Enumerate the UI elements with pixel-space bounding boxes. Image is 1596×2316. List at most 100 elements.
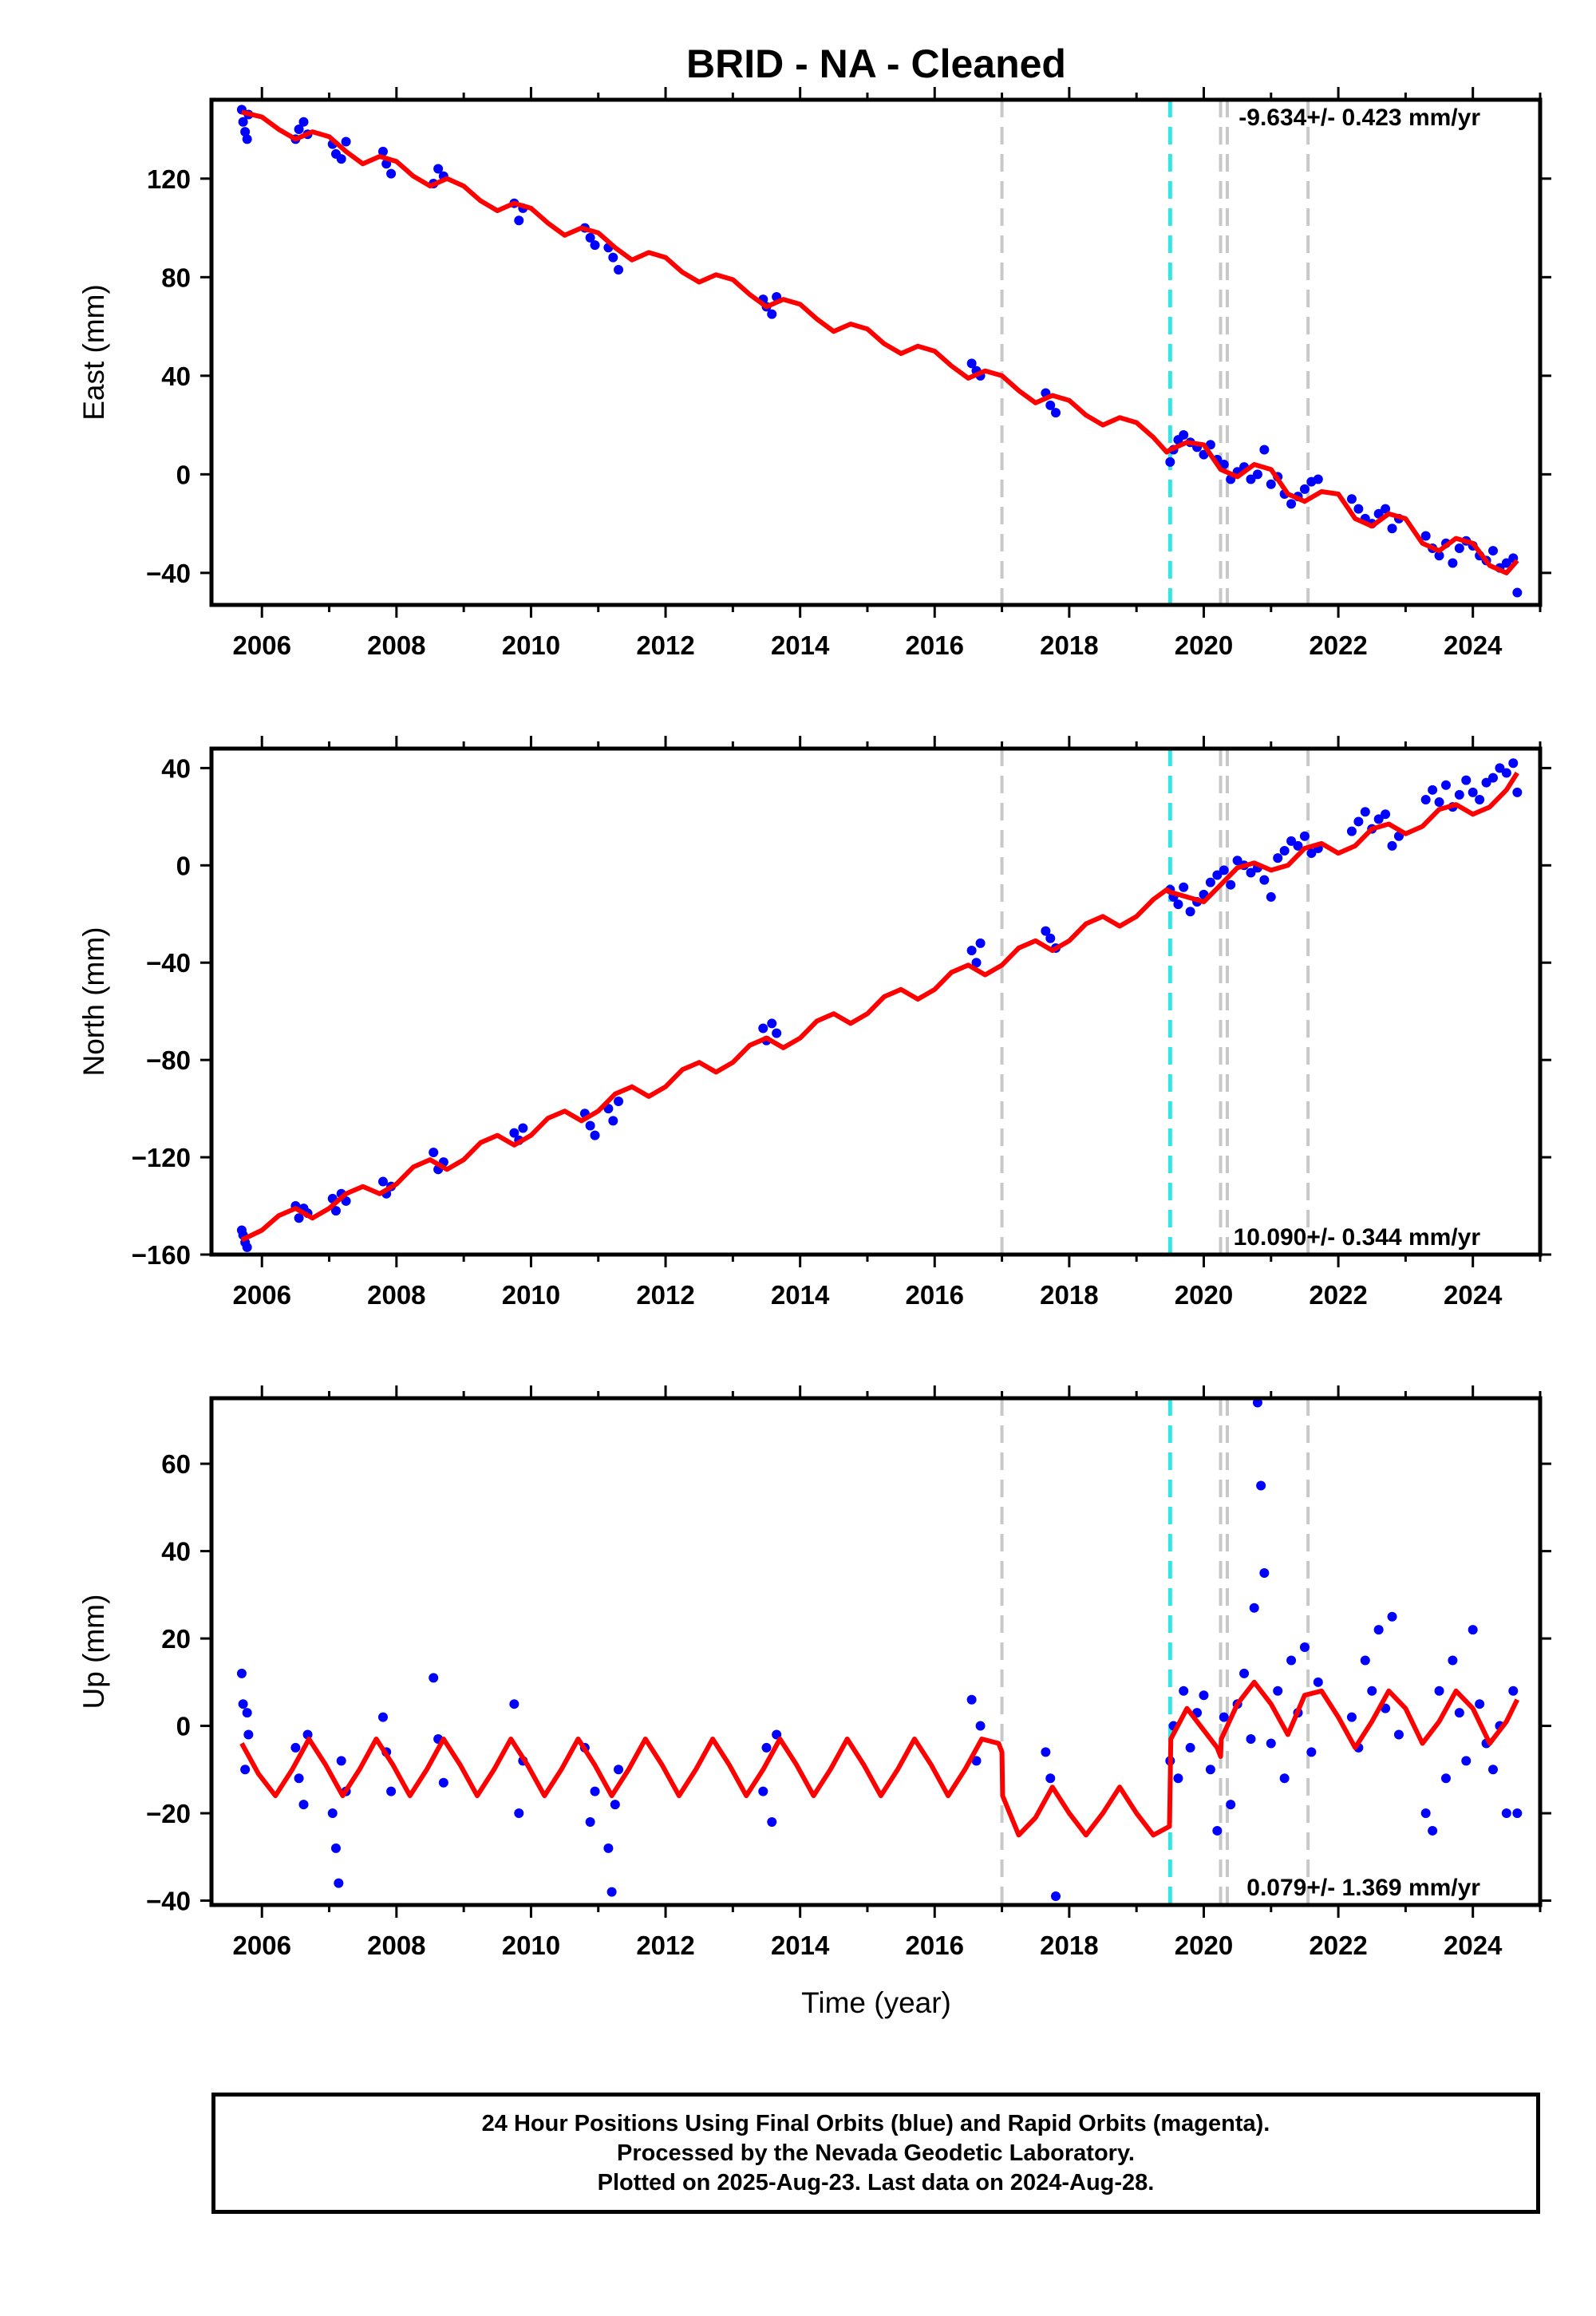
chart-title: BRID - NA - Cleaned <box>686 41 1066 86</box>
model-line <box>239 1679 1519 1838</box>
data-point <box>1381 504 1391 514</box>
y-tick-label: 20 <box>161 1624 191 1654</box>
data-point <box>975 1721 986 1731</box>
data-point <box>1173 1773 1183 1784</box>
data-point <box>1346 494 1357 504</box>
plot-area <box>236 1398 1523 1905</box>
x-tick-label: 2006 <box>233 630 291 660</box>
y-tick-label: 0 <box>176 1712 191 1741</box>
data-point <box>1360 807 1370 817</box>
plot-frame <box>209 1396 1543 1907</box>
data-point <box>1259 445 1270 455</box>
data-point <box>1273 1686 1283 1696</box>
data-point <box>1199 1690 1209 1701</box>
data-point <box>1313 474 1323 484</box>
data-point <box>1373 1625 1384 1635</box>
data-point <box>1306 848 1317 859</box>
y-tick-label: 40 <box>161 1537 191 1567</box>
data-point <box>1256 1480 1266 1491</box>
data-point <box>1387 524 1397 534</box>
data-point <box>1373 508 1384 519</box>
data-point <box>1226 1800 1236 1810</box>
data-point <box>1313 1677 1323 1687</box>
data-point <box>330 1206 341 1216</box>
y-tick-label: 40 <box>161 753 191 783</box>
footer-info-box: 24 Hour Positions Using Final Orbits (bl… <box>211 2093 1540 2214</box>
data-point <box>1205 1765 1215 1775</box>
data-point <box>330 1843 341 1853</box>
data-point <box>1512 587 1523 598</box>
x-tick-label: 2008 <box>367 1280 425 1310</box>
data-point <box>1173 899 1183 910</box>
data-point <box>1461 775 1472 785</box>
x-tick-label: 2018 <box>1040 1931 1098 1960</box>
x-tick-label: 2020 <box>1175 1931 1233 1960</box>
x-tick-label: 2016 <box>906 630 964 660</box>
data-point <box>1454 1708 1464 1718</box>
y-tick-label: 120 <box>147 164 191 194</box>
data-point <box>1259 1567 1270 1578</box>
x-tick-label: 2012 <box>636 1931 694 1960</box>
data-point <box>1420 795 1431 805</box>
data-point <box>1266 1738 1276 1749</box>
y-axis-label: North (mm) <box>77 927 110 1076</box>
data-point <box>1346 826 1357 836</box>
data-point <box>334 1878 344 1888</box>
data-point <box>1045 400 1056 410</box>
data-point <box>603 1843 614 1853</box>
x-tick-label: 2022 <box>1309 630 1367 660</box>
plot-area <box>236 749 1523 1255</box>
data-point <box>336 1756 346 1766</box>
data-point <box>377 1712 388 1722</box>
data-point <box>1428 785 1438 795</box>
data-point <box>1266 479 1276 489</box>
data-point <box>242 134 252 144</box>
data-point <box>606 1887 617 1897</box>
data-point <box>1420 531 1431 541</box>
data-point <box>242 1708 252 1718</box>
x-axis-label: Time (year) <box>801 1986 951 2019</box>
data-point <box>1179 1686 1189 1696</box>
data-point <box>971 1756 982 1766</box>
data-point <box>1367 1686 1377 1696</box>
x-tick-label: 2012 <box>636 1280 694 1310</box>
data-point <box>1381 809 1391 820</box>
data-point <box>294 1773 304 1784</box>
data-point <box>514 215 524 226</box>
footer-line-plotted: Plotted on 2025-Aug-23. Last data on 202… <box>597 2169 1155 2195</box>
data-point <box>1185 907 1195 917</box>
data-point <box>1353 816 1364 827</box>
data-point <box>1440 780 1451 790</box>
data-point <box>767 309 777 319</box>
x-tick-label: 2010 <box>502 1280 560 1310</box>
data-point <box>1448 558 1458 568</box>
data-point <box>590 1130 600 1140</box>
data-point <box>1501 558 1511 568</box>
x-tick-label: 2018 <box>1040 1280 1098 1310</box>
data-point <box>971 958 982 968</box>
data-point <box>1420 1808 1431 1819</box>
data-point <box>1286 1655 1297 1666</box>
data-point <box>1299 484 1310 494</box>
data-point <box>975 938 986 948</box>
data-point <box>1373 814 1384 824</box>
plot-frame <box>209 97 1543 607</box>
data-point <box>294 1213 304 1223</box>
data-point <box>1306 1747 1317 1757</box>
data-point <box>1041 1747 1051 1757</box>
data-point <box>1440 1773 1451 1784</box>
rate-label: -9.634+/- 0.423 mm/yr <box>1238 105 1480 131</box>
data-point <box>614 1096 624 1106</box>
data-point <box>1279 1773 1290 1784</box>
x-tick-label: 2008 <box>367 630 425 660</box>
data-point <box>1487 546 1498 556</box>
x-tick-label: 2022 <box>1309 1280 1367 1310</box>
data-point <box>610 1800 620 1810</box>
data-point <box>966 945 977 955</box>
data-point <box>1185 1742 1195 1753</box>
data-point <box>1279 846 1290 856</box>
x-tick-label: 2014 <box>771 1931 830 1960</box>
data-point <box>327 1808 338 1819</box>
data-point <box>1212 1825 1223 1836</box>
